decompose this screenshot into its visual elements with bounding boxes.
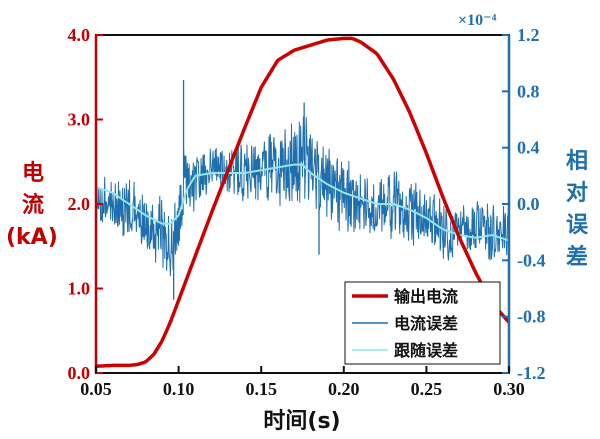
left-axis-title-part: 流 [22, 192, 44, 218]
right-axis-title-part: 相 [566, 149, 588, 174]
output-current-line [96, 36, 509, 368]
x-tick-label: 0.15 [245, 379, 277, 399]
current-error-line [96, 116, 509, 277]
left-tick-label: 0.0 [68, 363, 91, 383]
right-axis-title-part: 差 [566, 244, 588, 270]
left-tick-label: 4.0 [68, 25, 91, 45]
right-tick-label: 0.8 [517, 81, 540, 101]
legend-label-output: 输出电流 [394, 287, 458, 306]
series-output-current [96, 36, 509, 368]
left-axis-ticks: 0.0 1.0 2.0 3.0 4.0 [68, 25, 103, 383]
series-tracking-error [96, 163, 509, 242]
right-tick-label: 0.4 [517, 138, 540, 158]
legend-label-tracking: 跟随误差 [394, 341, 458, 360]
left-axis-title-part: (kA) [6, 225, 58, 250]
x-axis-ticks: 0.05 0.10 0.15 0.20 0.25 0.30 [80, 366, 525, 399]
right-axis-title-part: 误 [566, 213, 589, 238]
right-axis-title-part: 对 [566, 181, 588, 206]
right-tick-label: -0.8 [517, 307, 546, 327]
right-axis-multiplier: ×10⁻⁴ [458, 12, 497, 29]
legend: 输出电流 电流误差 跟随误差 [344, 281, 501, 365]
left-axis-title: 电流 (kA) [6, 161, 58, 250]
right-tick-label: -0.4 [517, 250, 546, 270]
x-axis-title: 时间(s) [263, 409, 340, 434]
right-tick-label: -1.2 [517, 363, 546, 383]
x-tick-label: 0.05 [80, 379, 112, 399]
tracking-error-line [96, 163, 509, 242]
right-tick-label: 0.0 [517, 194, 540, 214]
right-tick-label: 1.2 [517, 25, 540, 45]
left-tick-label: 2.0 [68, 194, 91, 214]
right-axis-ticks: -1.2 -0.8 -0.4 0.0 0.4 0.8 1.2 [502, 25, 546, 383]
x-tick-label: 0.25 [411, 379, 443, 399]
series-current-error [96, 80, 509, 300]
legend-label-error: 电流误差 [394, 314, 458, 333]
x-tick-label: 0.30 [493, 379, 525, 399]
left-tick-label: 1.0 [68, 279, 91, 299]
x-tick-label: 0.10 [163, 379, 195, 399]
left-tick-label: 3.0 [68, 110, 91, 130]
left-axis-title-part: 电 [22, 161, 44, 186]
x-tick-label: 0.20 [328, 379, 360, 399]
